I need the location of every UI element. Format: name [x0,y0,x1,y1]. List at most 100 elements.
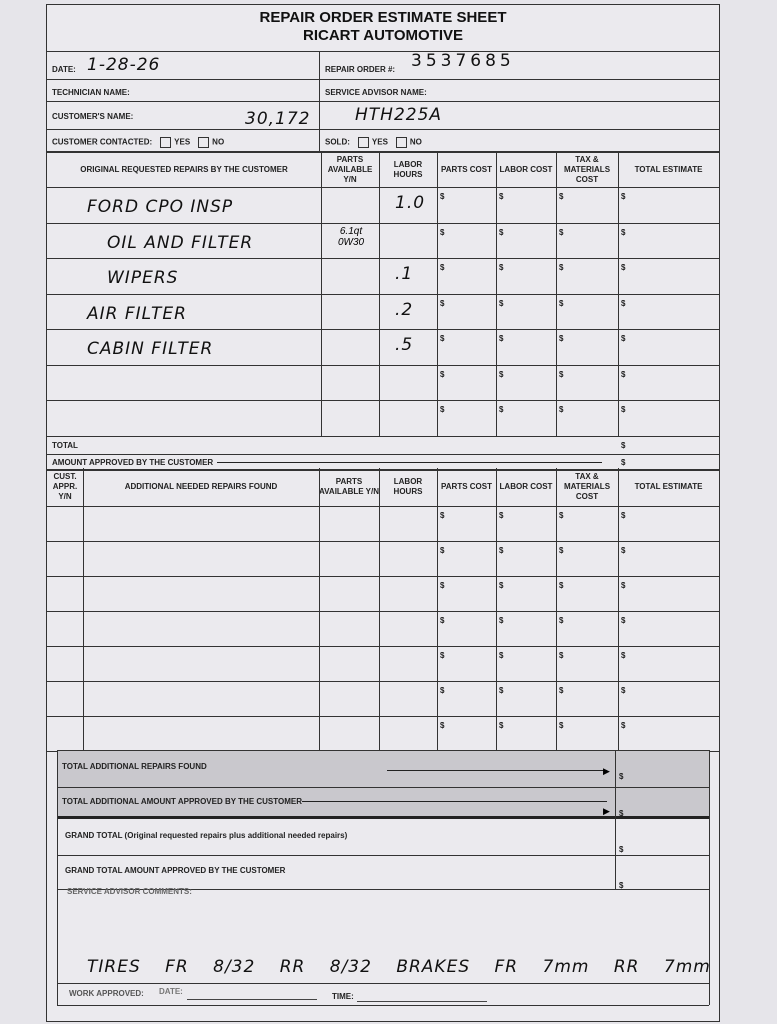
currency-symbol: $ [559,651,564,660]
parts-available-header: PARTS AVAILABLE Y/N [327,155,373,184]
row-divider [47,258,719,260]
currency-symbol: $ [440,263,445,272]
time-field[interactable] [357,1001,487,1002]
customer-value[interactable]: 30,172 [245,109,311,129]
original-repairs-header: ORIGINAL REQUESTED REPAIRS BY THE CUSTOM… [80,165,288,174]
repair-description[interactable]: AIR FILTER [87,303,187,324]
repair-description[interactable]: CABIN FILTER [87,339,214,359]
contacted-no-checkbox[interactable] [198,137,210,148]
column-divider [556,468,558,751]
currency-symbol: $ [621,511,626,520]
service-advisor-label: SERVICE ADVISOR NAME: [325,88,427,97]
labor-hours[interactable]: .5 [395,335,414,355]
currency-symbol: $ [621,686,626,695]
currency-symbol: $ [440,192,445,201]
currency-symbol: $ [499,263,504,272]
currency-symbol: $ [440,298,445,308]
row-divider [47,506,719,508]
currency-symbol: $ [559,511,564,520]
currency-symbol: $ [559,581,564,590]
technician-label: TECHNICIAN NAME: [52,88,130,97]
labor-cost-header: LABOR COST [499,482,553,491]
currency-symbol: $ [499,616,504,625]
additional-repairs-header: ADDITIONAL NEEDED REPAIRS FOUND [124,482,278,491]
currency-symbol: $ [499,651,504,660]
cust-appr-header: CUST. APPR. Y/N [52,472,78,501]
currency-symbol: $ [440,405,445,414]
currency-symbol: $ [440,616,445,625]
currency-symbol: $ [499,511,504,520]
row-divider [47,453,719,455]
date-field[interactable] [187,999,317,1000]
form-title: REPAIR ORDER ESTIMATE SHEET [259,9,507,26]
currency-symbol: $ [440,511,445,520]
work-approved-label: WORK APPROVED: [69,989,144,998]
currency-symbol: $ [621,440,626,450]
customer-label: CUSTOMER'S NAME: [52,112,134,121]
currency-symbol: $ [621,298,626,308]
row-divider [47,541,719,543]
currency-symbol: $ [559,369,564,379]
currency-symbol: $ [559,616,564,625]
customer-contacted: CUSTOMER CONTACTED: YES NO [52,137,225,148]
column-divider [319,468,321,751]
currency-symbol: $ [440,546,445,555]
row-divider [47,646,719,648]
row-divider [47,681,719,683]
contacted-yes-checkbox[interactable] [160,137,172,148]
labor-hours[interactable]: .2 [395,299,414,320]
currency-symbol: $ [621,227,626,237]
currency-symbol: $ [499,298,504,308]
repair-description[interactable]: WIPERS [107,268,179,288]
date-value[interactable]: 1-28-26 [87,55,161,75]
repair-order-label: REPAIR ORDER #: [325,65,396,74]
row-divider [47,187,719,189]
currency-symbol: $ [440,686,445,695]
sold-no-checkbox[interactable] [395,137,407,148]
comments-text[interactable]: TIRES FR 8/32 RR 8/32 BRAKES FR 7mm RR 7… [87,957,711,977]
row-divider [47,435,719,437]
currency-symbol: $ [440,721,445,730]
labor-cost-header: LABOR COST [499,165,553,174]
currency-symbol: $ [440,651,445,660]
currency-symbol: $ [499,405,504,414]
row-divider [47,400,719,402]
currency-symbol: $ [559,298,564,308]
currency-symbol: $ [559,227,564,237]
currency-symbol: $ [559,405,564,414]
currency-symbol: $ [621,192,626,201]
repair-order-value[interactable]: 3537685 [411,51,515,71]
currency-symbol: $ [559,686,564,695]
column-divider [379,468,381,751]
time-field-label: TIME: [332,992,354,1001]
form-subtitle: RICART AUTOMOTIVE [303,27,463,44]
currency-symbol: $ [440,581,445,590]
currency-symbol: $ [621,369,626,379]
currency-symbol: $ [440,334,445,343]
labor-hours[interactable]: .1 [395,264,414,284]
currency-symbol: $ [499,369,504,379]
currency-symbol: $ [621,405,626,414]
currency-symbol: $ [559,263,564,272]
sold-yes-checkbox[interactable] [357,137,369,148]
labor-hours[interactable]: 1.0 [395,193,426,213]
currency-symbol: $ [621,546,626,555]
repair-order-sheet: REPAIR ORDER ESTIMATE SHEET RICART AUTOM… [46,4,720,1022]
parts-available[interactable]: 6.1qt 0W30 [337,225,365,248]
repair-description[interactable]: OIL AND FILTER [107,232,254,253]
row-divider [47,468,719,471]
total-label: TOTAL [52,440,78,450]
currency-symbol: $ [621,721,626,730]
currency-symbol: $ [621,334,626,343]
currency-symbol: $ [499,721,504,730]
currency-symbol: $ [499,546,504,555]
currency-symbol: $ [621,616,626,625]
customer-value-2[interactable]: HTH225A [355,105,443,125]
currency-symbol: $ [621,581,626,590]
total-additional-approved-label: TOTAL ADDITIONAL AMOUNT APPROVED BY THE … [62,797,303,806]
parts-cost-header: PARTS COST [441,482,492,491]
currency-symbol: $ [499,227,504,237]
repair-description[interactable]: FORD CPO INSP [87,197,234,217]
currency-symbol: $ [621,651,626,660]
currency-symbol: $ [621,457,626,467]
